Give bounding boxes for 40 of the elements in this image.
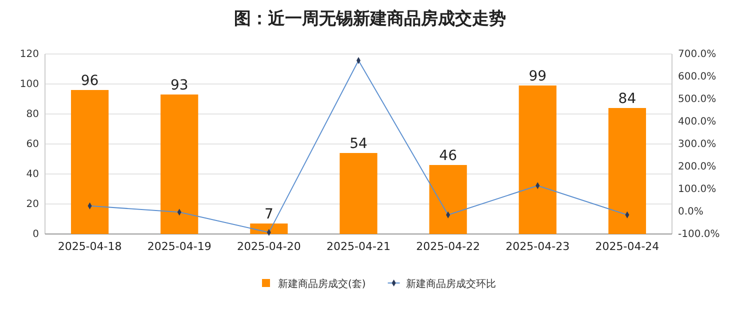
y-tick-label: 80 [26, 109, 39, 120]
bar [429, 165, 467, 234]
data-label: 46 [439, 148, 458, 164]
data-label: 7 [264, 206, 274, 222]
bar [518, 86, 556, 234]
y2-tick-label: 600.0% [678, 72, 716, 83]
x-tick-label: 2025-04-23 [506, 240, 570, 253]
y2-tick-label: 0.0% [678, 206, 704, 218]
bar [70, 90, 109, 234]
y2-tick-label: 200.0% [678, 162, 716, 173]
data-label: 93 [170, 78, 188, 94]
data-label: 99 [528, 68, 547, 84]
bar [608, 108, 646, 234]
x-tick-label: 2025-04-22 [416, 240, 480, 253]
y2-tick-label: -100.0% [678, 229, 720, 240]
y-tick-label: 60 [26, 139, 39, 150]
y-tick-label: 120 [20, 49, 39, 60]
y-tick-label: 100 [20, 79, 39, 90]
bar [250, 224, 288, 234]
legend-label: 新建商品房成交(套) [278, 278, 366, 290]
data-label: 84 [618, 91, 636, 107]
y-tick-label: 40 [26, 169, 39, 180]
y2-tick-label: 100.0% [678, 184, 716, 196]
x-tick-label: 2025-04-21 [326, 240, 390, 253]
data-label: 54 [350, 136, 368, 152]
bar [340, 153, 378, 234]
y2-tick-label: 300.0% [678, 139, 716, 150]
bar [160, 94, 198, 234]
y-tick-label: 0 [32, 229, 39, 240]
x-tick-label: 2025-04-24 [595, 240, 660, 253]
legend-label: 新建商品房成交环比 [406, 278, 496, 290]
chart-title: 图：近一周无锡新建商品房成交走势 [234, 9, 506, 29]
y2-tick-label: 700.0% [678, 49, 716, 60]
y2-tick-label: 400.0% [678, 116, 716, 128]
x-tick-label: 2025-04-19 [147, 240, 212, 253]
y-tick-label: 20 [26, 199, 39, 210]
y2-tick-label: 500.0% [678, 94, 716, 106]
x-tick-label: 2025-04-18 [58, 240, 122, 253]
x-tick-label: 2025-04-20 [236, 240, 301, 253]
data-label: 96 [80, 73, 99, 89]
